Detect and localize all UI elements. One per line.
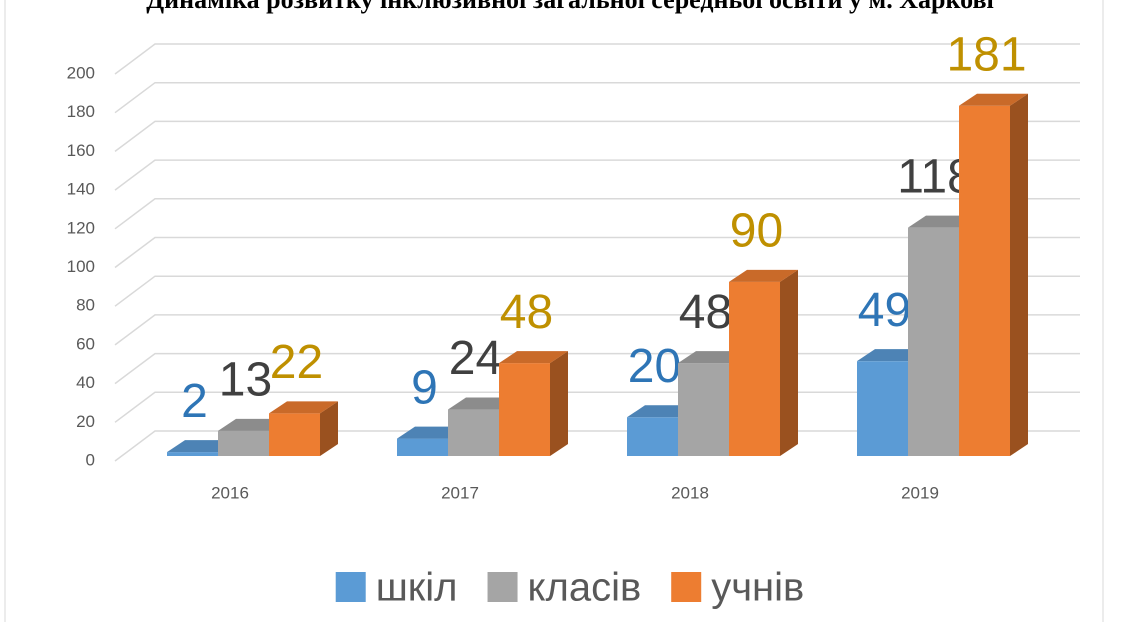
data-label: 90 (730, 205, 783, 258)
data-label: 24 (449, 332, 502, 385)
bar (959, 105, 1010, 456)
bar (627, 417, 678, 456)
legend-swatch (487, 572, 518, 602)
bar-top-shade (499, 351, 568, 364)
grid-line (114, 81, 1080, 114)
grid-line (114, 43, 1080, 75)
bar-top (959, 93, 1028, 106)
y-tick-label: 100 (67, 257, 95, 276)
bar (448, 409, 499, 456)
y-tick-label: 200 (67, 63, 95, 82)
bar-top (729, 269, 798, 282)
bar (499, 363, 550, 456)
legend-swatch (335, 572, 366, 602)
grid-line (114, 159, 1080, 191)
grid-line (114, 236, 1080, 269)
bar-top-shade (269, 401, 338, 414)
bar-top-shade (959, 93, 1028, 106)
data-label: 49 (858, 284, 911, 337)
bar-side (1010, 93, 1028, 456)
bar (167, 452, 218, 456)
data-label: 2 (181, 375, 208, 428)
y-tick-label: 180 (67, 102, 95, 121)
bar-side (550, 351, 568, 456)
data-label: 20 (628, 340, 681, 393)
y-tick-label: 0 (86, 450, 95, 469)
bar-top (269, 401, 338, 414)
bar (678, 363, 729, 456)
y-tick-label: 60 (76, 334, 95, 353)
bar (857, 361, 908, 456)
bar-side-shade (550, 351, 568, 456)
x-tick-label: 2019 (901, 483, 939, 502)
bar (908, 227, 959, 456)
bar (729, 281, 780, 456)
chart-title: Динаміка розвитку інклюзивної загальної … (146, 0, 993, 14)
bar-side-shade (780, 269, 798, 456)
data-label: 9 (411, 361, 438, 414)
bar-side (320, 401, 338, 456)
y-tick-label: 20 (76, 412, 95, 431)
bar (218, 430, 269, 456)
y-tick-label: 80 (76, 296, 95, 315)
bar-top-shade (729, 269, 798, 282)
grid-line (114, 198, 1080, 230)
data-label: 22 (270, 336, 323, 389)
y-tick-label: 40 (76, 373, 95, 392)
y-tick-label: 140 (67, 180, 95, 199)
legend-swatch (671, 572, 702, 602)
y-tick-label: 120 (67, 218, 95, 237)
x-tick-label: 2018 (671, 483, 709, 502)
legend-label: класів (528, 566, 642, 610)
legend-label: учнів (711, 566, 804, 610)
bar-top (499, 351, 568, 364)
bar (269, 413, 320, 456)
bar-side-shade (1010, 93, 1028, 456)
legend-label: шкіл (376, 566, 458, 610)
grid-line (114, 120, 1080, 152)
bar-side-shade (320, 401, 338, 456)
data-label: 48 (500, 286, 553, 339)
data-label: 48 (679, 286, 732, 339)
bar (397, 438, 448, 456)
x-tick-label: 2016 (211, 483, 249, 502)
x-tick-label: 2017 (441, 483, 479, 502)
bar-side (780, 269, 798, 456)
data-label: 13 (219, 354, 272, 407)
y-tick-label: 160 (67, 141, 95, 160)
data-label: 181 (946, 28, 1026, 81)
